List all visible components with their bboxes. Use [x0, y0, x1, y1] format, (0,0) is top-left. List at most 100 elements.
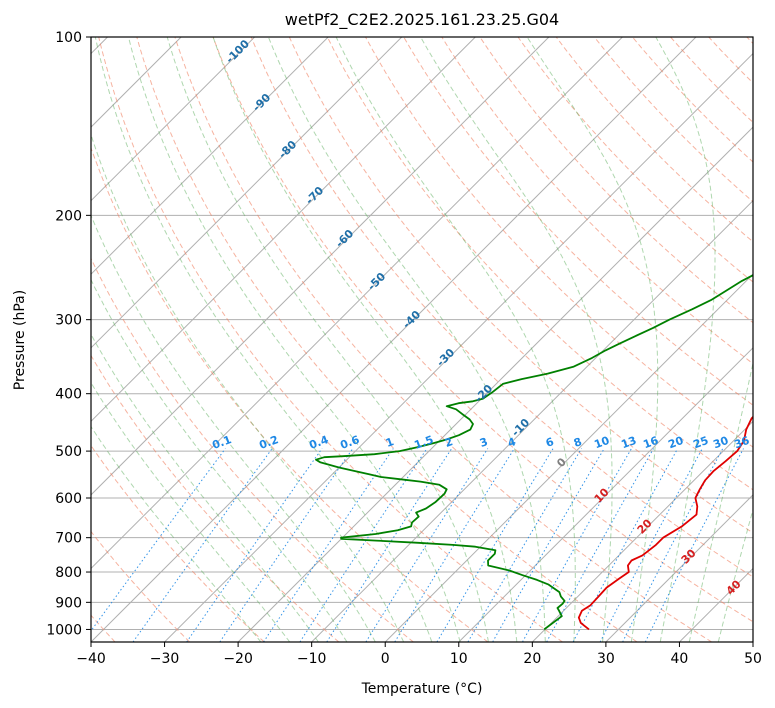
isotherm-line	[605, 494, 753, 642]
x-tick-label: 50	[744, 651, 762, 667]
dewpoint-line	[315, 274, 753, 631]
moist-adiabat	[91, 333, 319, 642]
x-tick-label: −20	[223, 651, 253, 667]
mixing-ratio-line	[622, 448, 724, 642]
dry-adiabat	[91, 444, 265, 642]
moist-adiabat	[335, 37, 576, 642]
mixing-ratio-label: 0.2	[257, 433, 280, 452]
background-lines	[91, 37, 753, 642]
plot-frame	[90, 36, 754, 643]
mixing-ratio-line	[644, 448, 744, 642]
dry-adiabat	[479, 37, 753, 324]
moist-adiabat	[91, 133, 405, 642]
mixing-ratio-label: 2	[443, 435, 455, 450]
mixing-ratio-line	[186, 448, 323, 642]
x-tick-label: 0	[381, 651, 390, 667]
isotherm-line	[164, 52, 753, 642]
mixing-ratio-line	[599, 448, 703, 642]
y-tick-label: 400	[55, 387, 82, 403]
y-tick-label: 1000	[46, 622, 82, 638]
x-tick-label: 40	[671, 651, 689, 667]
dry-adiabat	[91, 146, 489, 642]
dry-adiabat	[136, 37, 638, 642]
moist-adiabat	[166, 37, 489, 642]
dry-adiabat	[326, 37, 753, 491]
y-axis: 100 200 300 400 500 600 700 800 900 1000	[46, 30, 91, 638]
isotherm-line	[458, 347, 753, 642]
mixing-ratio-label: 8	[572, 435, 584, 450]
mixing-ratio-label: 0.6	[338, 433, 361, 452]
mixing-ratio-line	[263, 448, 394, 642]
y-tick-label: 200	[55, 208, 82, 224]
isotherm-line	[91, 37, 329, 275]
x-tick-label: 20	[523, 651, 541, 667]
dry-adiabat	[403, 37, 753, 406]
mixing-ratio-label: 30	[711, 434, 730, 452]
x-tick-label: −10	[297, 651, 327, 667]
dry-adiabat	[517, 37, 753, 283]
mixing-ratio-label: 0.1	[210, 433, 233, 452]
dry-adiabat	[174, 37, 712, 642]
moist-adiabat	[128, 37, 461, 642]
dry-adiabat	[98, 37, 563, 642]
y-tick-label: 500	[55, 444, 82, 460]
mixing-ratio-line	[299, 448, 428, 642]
isotherm-line	[311, 199, 753, 642]
y-axis-title: Pressure (hPa)	[12, 290, 28, 390]
mixing-ratio-label: 10	[592, 434, 611, 452]
profile-lines	[315, 274, 753, 631]
mixing-ratio-label: 6	[544, 435, 556, 450]
mixing-ratio-line	[132, 448, 273, 642]
moist-adiabat	[420, 37, 613, 642]
x-tick-label: 10	[450, 651, 468, 667]
moist-adiabat	[91, 214, 376, 642]
moist-adiabat	[91, 425, 262, 642]
isotherm-line	[91, 37, 256, 202]
x-tick-label: 30	[597, 651, 615, 667]
mixing-ratio-line	[91, 448, 226, 632]
moist-adiabat	[91, 278, 348, 642]
mixing-ratio-line	[219, 448, 354, 642]
mixing-ratio-label: 25	[691, 434, 710, 451]
moist-adiabat	[688, 360, 753, 642]
x-tick-label: −30	[150, 651, 180, 667]
plot-area	[91, 37, 753, 642]
x-axis-title: Temperature (°C)	[361, 681, 483, 697]
y-tick-label: 300	[55, 313, 82, 329]
y-tick-label: 900	[55, 595, 82, 611]
x-tick-label: −40	[76, 651, 106, 667]
moist-adiabat	[717, 507, 753, 642]
chart-title: wetPf2_C2E2.2025.161.23.25.G04	[285, 10, 559, 30]
moist-adiabat	[655, 37, 716, 642]
mixing-ratio-label: 16	[641, 434, 660, 452]
mixing-ratio-line	[365, 448, 489, 642]
dry-adiabat	[91, 530, 190, 642]
mixing-ratio-label: 36	[732, 434, 751, 452]
mixing-ratio-line	[394, 448, 515, 642]
dry-adiabat	[91, 257, 414, 642]
isotherm-line	[91, 37, 550, 496]
isotherm-line	[531, 420, 753, 642]
moist-adiabat	[94, 37, 433, 642]
temperature-line	[577, 415, 753, 631]
isotherm-line	[384, 273, 753, 642]
isotherm-line	[91, 37, 697, 642]
mixing-ratio-label: 1	[384, 435, 396, 450]
isotherm-line	[237, 126, 753, 642]
mixing-ratio-label: 1.5	[412, 433, 435, 452]
mixing-ratio-label: 0.4	[307, 433, 330, 452]
dry-adiabat	[250, 37, 753, 578]
y-tick-label: 600	[55, 491, 82, 507]
mixing-ratio-label: 4	[506, 435, 518, 450]
isotherm-line	[91, 37, 476, 423]
moist-adiabat	[526, 37, 659, 642]
mixing-ratio-label: 3	[478, 435, 490, 450]
mixing-ratio-line	[492, 448, 605, 642]
dry-adiabat	[212, 37, 753, 623]
mixing-ratio-label: 13	[619, 434, 638, 451]
moist-adiabat	[212, 37, 518, 642]
isotherm-line	[91, 37, 623, 570]
mixing-ratio-line	[326, 448, 453, 642]
mixing-ratio-line	[467, 448, 583, 642]
